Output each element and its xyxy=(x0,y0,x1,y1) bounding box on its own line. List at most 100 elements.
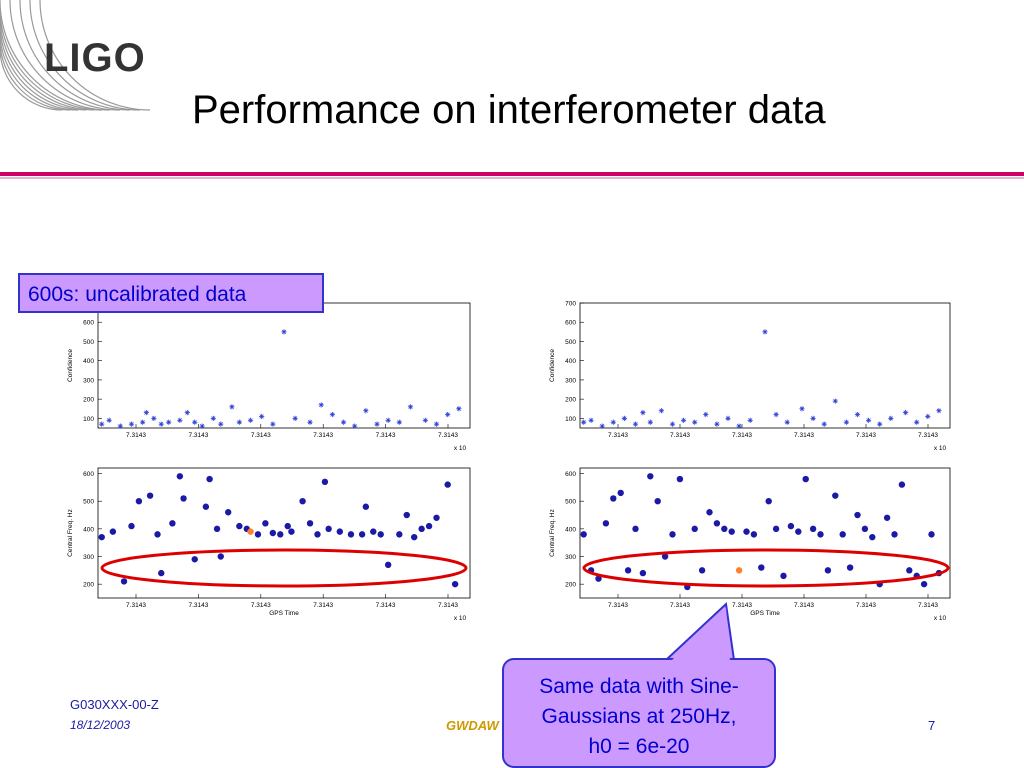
x-tick-label: 7.3143 xyxy=(732,602,752,609)
y-tick-label: 100 xyxy=(83,416,94,423)
star-stroke xyxy=(237,420,242,425)
data-point-star xyxy=(106,417,112,423)
star-stroke xyxy=(844,420,849,425)
data-point xyxy=(109,528,117,535)
data-point-star xyxy=(714,421,720,427)
data-point xyxy=(336,528,343,535)
document-date: 18/12/2003 xyxy=(70,718,131,732)
data-point xyxy=(728,528,735,535)
star-stroke xyxy=(581,420,586,425)
x-tick-label: 7.3143 xyxy=(856,432,876,439)
star-stroke xyxy=(914,420,919,425)
star-stroke xyxy=(319,402,324,408)
star-stroke xyxy=(218,422,223,427)
x-exponent-label: x 10 xyxy=(934,615,947,622)
data-point xyxy=(832,492,839,499)
data-point-star xyxy=(832,398,838,404)
title-divider-shadow xyxy=(0,177,1024,179)
y-tick-label: 600 xyxy=(83,320,94,327)
data-point xyxy=(396,531,403,538)
data-point xyxy=(817,531,824,538)
data-point-star xyxy=(762,329,768,335)
x-tick-label: 7.3143 xyxy=(251,432,271,439)
star-stroke xyxy=(903,410,908,415)
data-point xyxy=(839,531,846,538)
y-tick-label: 400 xyxy=(565,526,576,533)
data-point xyxy=(698,567,706,574)
data-point-star xyxy=(821,421,827,427)
data-point xyxy=(325,525,332,533)
data-point xyxy=(299,497,306,505)
x-tick-label: 7.3143 xyxy=(438,602,458,609)
star-stroke xyxy=(855,412,860,417)
star-stroke xyxy=(681,418,686,423)
data-point xyxy=(418,525,425,533)
data-point xyxy=(213,525,221,533)
star-stroke xyxy=(293,416,298,421)
data-point xyxy=(146,492,154,499)
data-point-star xyxy=(692,419,698,425)
data-point xyxy=(135,497,143,505)
y-axis-label: Central Freq. Hz xyxy=(549,509,556,557)
data-point-star xyxy=(99,421,105,427)
data-point xyxy=(765,497,772,505)
y-tick-label: 300 xyxy=(565,377,576,384)
highlight-ellipse xyxy=(100,548,468,588)
callout-sine-gaussians: Same data with Sine- Gaussians at 250Hz,… xyxy=(502,658,776,768)
data-point xyxy=(743,528,750,535)
data-point-star xyxy=(799,406,805,412)
star-stroke xyxy=(600,423,605,429)
data-point-star xyxy=(158,421,164,427)
star-stroke xyxy=(785,420,790,425)
data-point-star xyxy=(340,419,347,425)
data-point xyxy=(202,503,210,510)
y-tick-label: 600 xyxy=(565,471,576,478)
star-stroke xyxy=(725,416,731,421)
data-point xyxy=(384,561,392,569)
star-stroke xyxy=(434,422,439,427)
data-point-star xyxy=(445,411,451,418)
star-stroke xyxy=(352,423,357,429)
star-stroke xyxy=(99,422,104,427)
star-stroke xyxy=(822,422,827,427)
page-number: 7 xyxy=(928,718,936,733)
x-tick-label: 7.3143 xyxy=(313,602,333,609)
star-stroke xyxy=(659,408,664,413)
y-tick-label: 400 xyxy=(83,526,94,533)
data-point-star xyxy=(270,421,276,427)
chart-right-top xyxy=(579,302,951,429)
data-point xyxy=(795,528,802,535)
data-point xyxy=(314,531,321,538)
data-point-star xyxy=(247,417,254,423)
x-tick-label: 7.3143 xyxy=(438,432,458,439)
data-point-star xyxy=(588,417,594,423)
data-point xyxy=(580,531,587,538)
x-tick-label: 7.3143 xyxy=(856,602,876,609)
data-point xyxy=(780,572,787,580)
data-point xyxy=(358,531,366,538)
data-point xyxy=(169,520,176,527)
data-point xyxy=(920,580,928,588)
document-id: G030XXX-00-Z xyxy=(70,697,159,712)
data-point-star xyxy=(229,404,235,410)
data-point xyxy=(225,509,232,516)
star-stroke xyxy=(748,418,753,423)
data-point xyxy=(809,525,817,533)
star-stroke xyxy=(633,422,638,427)
x-exponent-label: x 10 xyxy=(454,615,467,622)
data-point xyxy=(158,569,165,577)
y-tick-label: 500 xyxy=(565,499,576,506)
star-stroke xyxy=(166,420,171,425)
data-point xyxy=(120,578,128,585)
data-point xyxy=(347,531,355,538)
highlight-ellipse xyxy=(582,548,950,588)
callout-line-1: Same data with Sine- xyxy=(539,675,739,698)
star-stroke xyxy=(703,412,708,417)
x-tick-label: 7.3143 xyxy=(670,432,690,439)
chart-right-bottom xyxy=(579,467,951,599)
data-point xyxy=(772,525,780,533)
y-tick-label: 200 xyxy=(565,397,576,404)
data-point xyxy=(906,567,913,574)
star-stroke xyxy=(129,422,134,427)
star-stroke xyxy=(423,418,428,423)
